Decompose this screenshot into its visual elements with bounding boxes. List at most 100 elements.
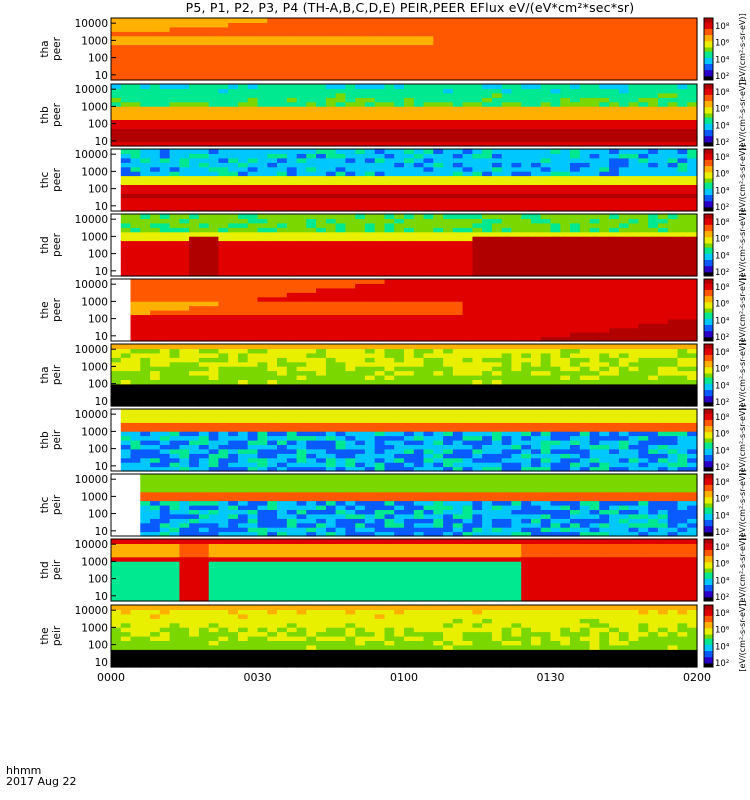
heatmap-cell — [296, 35, 307, 41]
heatmap-cell — [150, 162, 161, 168]
heatmap-cell — [667, 267, 679, 273]
heatmap-cell — [257, 231, 268, 237]
heatmap-cell — [491, 66, 503, 72]
heatmap-cell — [521, 141, 532, 147]
heatmap-cell — [550, 22, 561, 28]
heatmap-cell — [335, 236, 346, 242]
heatmap-cell — [628, 296, 639, 302]
heatmap-cell — [570, 310, 581, 315]
heatmap-cell — [120, 137, 132, 143]
heatmap-cell — [511, 383, 522, 389]
colorbar-step — [704, 167, 713, 171]
heatmap-cell — [364, 40, 376, 46]
heatmap-cell — [159, 383, 171, 389]
heatmap-cell — [325, 149, 337, 154]
heatmap-cell — [316, 157, 327, 163]
heatmap-cell — [238, 227, 249, 233]
heatmap-cell — [472, 336, 483, 342]
heatmap-cell — [257, 327, 268, 333]
heatmap-cell — [159, 197, 171, 203]
heatmap-cell — [277, 57, 288, 63]
heatmap-cell — [462, 162, 473, 168]
heatmap-cell — [687, 262, 698, 268]
heatmap-cell — [618, 88, 630, 94]
heatmap-cell — [140, 375, 151, 380]
heatmap-cell — [599, 271, 610, 277]
heatmap-cell — [638, 57, 649, 63]
colorbar-tick-label: 10² — [715, 138, 729, 148]
heatmap-cell — [570, 153, 581, 159]
heatmap-cell — [159, 323, 171, 329]
heatmap-cell — [267, 166, 278, 172]
heatmap-cell — [384, 166, 395, 172]
heatmap-cell — [618, 245, 630, 250]
heatmap-cell — [599, 332, 610, 338]
heatmap-cell — [218, 258, 229, 264]
heatmap-cell — [325, 184, 337, 190]
heatmap-cell — [560, 310, 571, 315]
heatmap-cell — [550, 184, 561, 190]
heatmap-cell — [550, 202, 561, 208]
heatmap-cell — [394, 18, 405, 23]
heatmap-cell — [423, 249, 434, 255]
heatmap-cell — [491, 245, 503, 250]
heatmap-cell — [638, 361, 649, 367]
heatmap-cell — [599, 236, 610, 242]
heatmap-cell — [306, 71, 317, 77]
heatmap-cell — [130, 283, 141, 289]
heatmap-cell — [462, 323, 473, 329]
heatmap-cell — [179, 92, 190, 98]
heatmap-cell — [531, 397, 542, 403]
y-tick-label: 1000 — [81, 166, 108, 178]
heatmap-cell — [472, 375, 483, 380]
heatmap-cell — [316, 132, 327, 138]
heatmap-cell — [130, 262, 141, 268]
heatmap-cell — [335, 153, 346, 159]
heatmap-cell — [189, 287, 200, 293]
heatmap-cell — [364, 18, 376, 23]
heatmap-cell — [452, 305, 464, 311]
heatmap-cell — [482, 401, 493, 407]
heatmap-cell — [472, 162, 483, 168]
heatmap-cell — [394, 110, 405, 116]
heatmap-cell — [140, 71, 151, 77]
heatmap-cell — [277, 88, 288, 94]
heatmap-cell — [306, 218, 317, 224]
heatmap-cell — [667, 388, 679, 394]
heatmap-cell — [179, 22, 190, 28]
heatmap-cell — [374, 240, 386, 246]
heatmap-cell — [364, 66, 376, 72]
heatmap-cell — [150, 292, 161, 298]
heatmap-cell — [433, 202, 444, 208]
heatmap-cell — [179, 318, 190, 324]
heatmap-cell — [355, 375, 366, 380]
heatmap-cell — [589, 26, 600, 32]
heatmap-cell — [628, 318, 639, 324]
heatmap-cell — [306, 375, 317, 380]
y-tick-label: 100 — [88, 314, 108, 326]
heatmap-cell — [286, 296, 298, 302]
heatmap-cell — [482, 202, 493, 208]
heatmap-cell — [159, 231, 171, 237]
heatmap-cell — [345, 110, 356, 116]
heatmap-cell — [394, 62, 405, 68]
heatmap-cell — [384, 157, 395, 163]
heatmap-cell — [140, 222, 151, 228]
heatmap-cell — [238, 336, 249, 342]
heatmap-cell — [531, 84, 542, 89]
heatmap-cell — [316, 296, 327, 302]
heatmap-cell — [218, 240, 229, 246]
heatmap-cell — [140, 279, 151, 284]
heatmap-cell — [570, 106, 581, 112]
heatmap-cell — [140, 301, 151, 307]
heatmap-cell — [443, 171, 454, 177]
heatmap-cell — [667, 119, 679, 125]
heatmap-cell — [472, 31, 483, 37]
heatmap-cell — [433, 301, 444, 307]
colorbar-frame — [703, 17, 714, 81]
heatmap-cell — [501, 379, 513, 385]
heatmap-cell — [540, 236, 552, 242]
heatmap-cell — [677, 31, 688, 37]
heatmap-cell — [570, 157, 581, 163]
